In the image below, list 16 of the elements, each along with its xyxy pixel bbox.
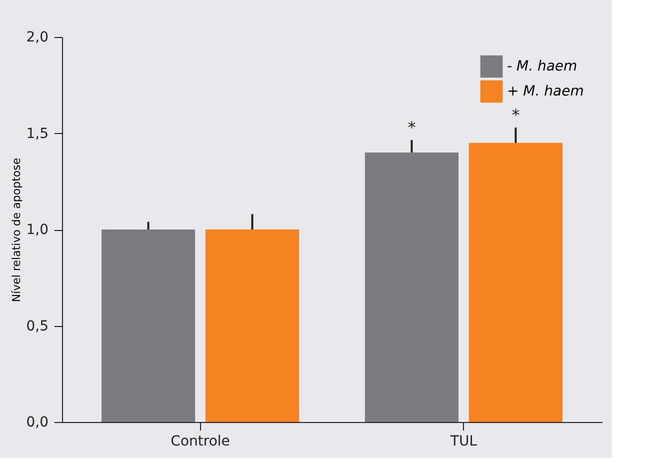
y-tick-label: 0,5 bbox=[26, 318, 48, 334]
y-axis-title: Nível relativo de apoptose bbox=[10, 158, 24, 302]
legend-label: - M. haem bbox=[507, 58, 578, 74]
legend-label: + M. haem bbox=[507, 84, 584, 100]
y-tick-label: 2,0 bbox=[26, 30, 48, 46]
annotation: * bbox=[408, 118, 416, 137]
x-tick-label: TUL bbox=[449, 434, 478, 450]
bar bbox=[364, 152, 459, 422]
bar bbox=[468, 142, 562, 422]
bar bbox=[205, 230, 300, 422]
annotation: * bbox=[512, 105, 520, 124]
y-tick-label: 1,0 bbox=[26, 222, 48, 238]
x-tick-label: Controle bbox=[170, 434, 230, 450]
bar bbox=[102, 230, 196, 422]
y-tick-label: 1,5 bbox=[26, 126, 48, 142]
y-tick-label: 0,0 bbox=[26, 414, 48, 430]
